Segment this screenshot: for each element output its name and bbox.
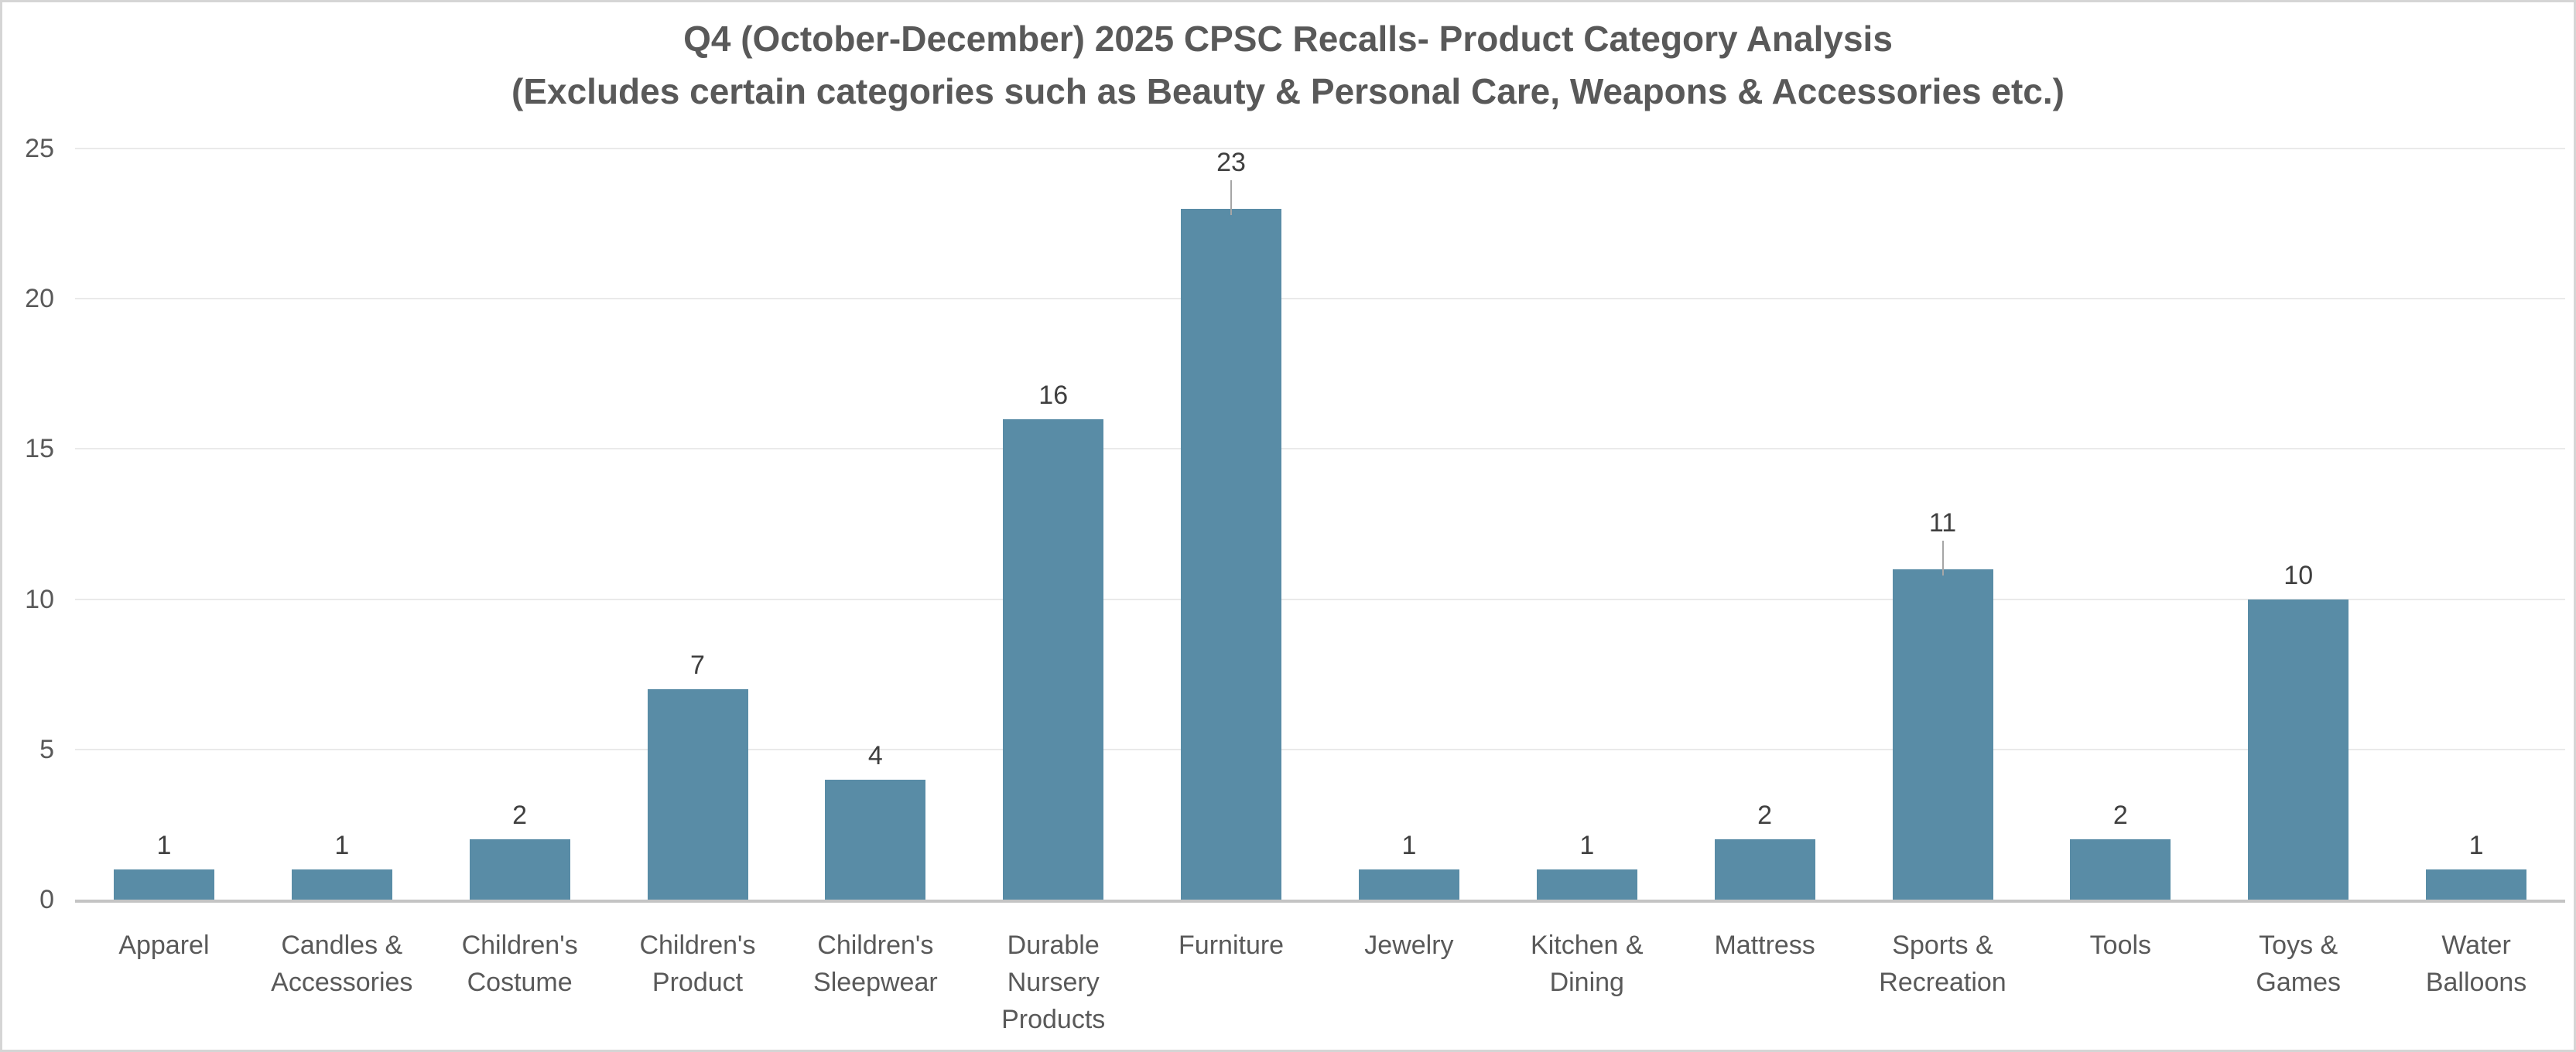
bar xyxy=(291,869,392,900)
x-axis-category-label: Mattress xyxy=(1714,931,1815,960)
bar-data-label: 1 xyxy=(1579,831,1595,861)
x-axis-category-label: Durable Nursery Products xyxy=(1001,931,1106,1034)
x-axis-category-label: Children's Sleepwear xyxy=(813,931,938,997)
y-axis-tick-label: 10 xyxy=(25,584,54,614)
chart-title: Q4 (October-December) 2025 CPSC Recalls-… xyxy=(683,19,1893,59)
bar xyxy=(2070,839,2171,900)
bar xyxy=(1358,869,1459,900)
x-axis-category-label: Apparel xyxy=(118,931,210,960)
chart-title-block: Q4 (October-December) 2025 CPSC Recalls-… xyxy=(0,12,2576,118)
gridline xyxy=(75,148,2565,149)
bar xyxy=(825,779,926,900)
y-axis-tick-label: 0 xyxy=(39,885,54,914)
gridline xyxy=(75,448,2565,450)
bar-data-label: 1 xyxy=(156,831,172,861)
bar-data-label: 16 xyxy=(1038,380,1069,410)
bar-data-label: 2 xyxy=(512,801,528,831)
bar-data-label: 1 xyxy=(2468,831,2484,861)
bar xyxy=(1003,418,1104,900)
x-axis-category-label: Children's Costume xyxy=(461,931,578,997)
x-axis-category-label: Sports & Recreation xyxy=(1879,931,2006,997)
chart-subtitle: (Excludes certain categories such as Bea… xyxy=(511,71,2065,111)
bar xyxy=(113,869,214,900)
y-axis-tick-label: 20 xyxy=(25,284,54,314)
x-axis-category-label: Furniture xyxy=(1179,931,1285,960)
bar xyxy=(2248,599,2349,900)
data-label-leader-line xyxy=(1230,179,1233,215)
bar-data-label: 2 xyxy=(1757,801,1773,831)
gridline xyxy=(75,298,2565,300)
y-axis-tick-label: 5 xyxy=(39,734,54,764)
x-axis-category-label: Kitchen & Dining xyxy=(1531,931,1644,997)
gridline xyxy=(75,748,2565,750)
bar-data-label: 23 xyxy=(1216,147,1246,177)
bar xyxy=(469,839,570,900)
bar xyxy=(1892,569,1993,900)
data-label-leader-line xyxy=(1941,540,1944,576)
x-axis-category-label: Tools xyxy=(2089,931,2152,960)
y-axis-tick-label: 15 xyxy=(25,434,54,464)
bar xyxy=(1181,208,1282,900)
x-axis-category-label: Toys & Games xyxy=(2256,931,2341,997)
bar xyxy=(1714,839,1815,900)
x-axis-line xyxy=(75,900,2565,903)
x-axis-category-label: Jewelry xyxy=(1364,931,1454,960)
bar-data-label: 1 xyxy=(1401,831,1417,861)
bar xyxy=(647,689,748,900)
bar-data-label: 7 xyxy=(690,651,705,681)
x-axis-category-label: Candles & Accessories xyxy=(271,931,413,997)
bar xyxy=(2426,869,2527,900)
bar-data-label: 1 xyxy=(334,831,350,861)
bar-data-label: 11 xyxy=(1928,507,1957,538)
y-axis-tick-label: 25 xyxy=(25,134,54,163)
gridline xyxy=(75,598,2565,600)
bar xyxy=(1536,869,1637,900)
bar-data-label: 2 xyxy=(2112,801,2128,831)
bar-data-label: 10 xyxy=(2284,560,2314,590)
x-axis-category-label: Water Balloons xyxy=(2425,931,2527,997)
bar-data-label: 4 xyxy=(867,740,883,770)
x-axis-category-label: Children's Product xyxy=(639,931,756,997)
